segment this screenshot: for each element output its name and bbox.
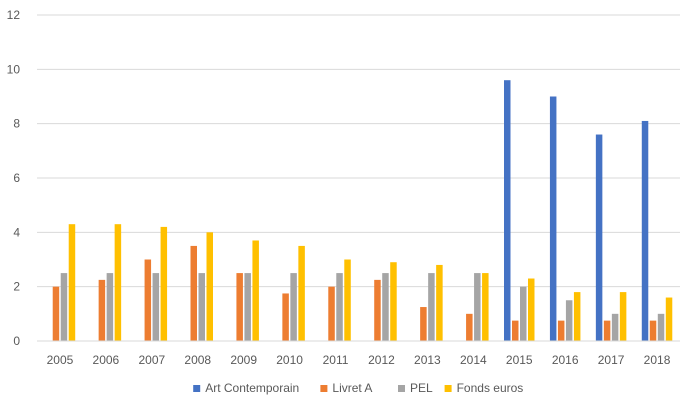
bar-livret-a: [466, 313, 473, 341]
gridlines: [37, 14, 680, 288]
bar-art-contemporain: [504, 80, 511, 341]
bar-fonds-euros: [528, 278, 535, 341]
bar-livret-a: [190, 245, 197, 341]
x-tick-label: 2018: [644, 353, 671, 367]
bar-livret-a: [98, 279, 106, 341]
legend-label: Fonds euros: [457, 381, 524, 395]
bar-art-contemporain: [595, 134, 603, 341]
bar-fonds-euros: [252, 240, 259, 341]
bars: [52, 80, 673, 341]
legend-swatch: [193, 385, 201, 392]
y-tick-label: 12: [7, 8, 21, 22]
x-tick-label: 2013: [414, 353, 441, 367]
bar-pel: [382, 273, 389, 341]
bar-fonds-euros: [160, 226, 168, 341]
bar-livret-a: [557, 320, 565, 341]
bar-fonds-euros: [436, 264, 443, 341]
bar-pel: [428, 273, 435, 341]
bar-fonds-euros: [390, 262, 397, 341]
x-tick-label: 2017: [598, 353, 625, 367]
bar-livret-a: [328, 286, 335, 341]
bar-fonds-euros: [573, 292, 581, 341]
x-tick-label: 2008: [184, 353, 211, 367]
bar-livret-a: [603, 320, 611, 341]
y-tick-label: 6: [13, 171, 20, 185]
y-tick-label: 0: [13, 334, 20, 348]
bar-pel: [336, 273, 343, 341]
bar-fonds-euros: [619, 292, 627, 341]
bar-pel: [611, 313, 619, 341]
bar-art-contemporain: [549, 96, 557, 341]
legend-swatch: [320, 385, 328, 392]
y-tick-label: 10: [7, 62, 21, 76]
x-tick-label: 2005: [47, 353, 74, 367]
bar-pel: [106, 273, 114, 341]
bar-pel: [520, 286, 527, 341]
y-tick-label: 2: [13, 280, 20, 294]
bar-livret-a: [282, 293, 289, 341]
x-tick-label: 2006: [93, 353, 120, 367]
x-tick-label: 2016: [552, 353, 579, 367]
bar-fonds-euros: [482, 273, 489, 341]
legend-swatch: [398, 385, 405, 392]
legend: Art Contemporain Livret A PEL Fonds euros: [193, 381, 523, 395]
axes: 0 2 4 6 8 10 12 2005 2006 2007 2008 2009 2010 2011 201…: [7, 8, 680, 367]
bar-pel: [152, 273, 160, 341]
y-tick-label: 8: [13, 117, 20, 131]
bar-livret-a: [512, 320, 519, 341]
bar-pel: [244, 273, 251, 341]
bar-livret-a: [420, 307, 427, 341]
bar-pel: [657, 313, 665, 341]
bar-pel: [60, 273, 68, 341]
bar-fonds-euros: [206, 232, 213, 341]
y-tick-label: 4: [13, 225, 20, 239]
bar-livret-a: [649, 320, 657, 341]
bar-art-contemporain: [641, 120, 649, 341]
x-tick-label: 2011: [323, 353, 349, 367]
bar-pel: [290, 273, 297, 341]
x-tick-label: 2012: [368, 353, 395, 367]
bar-pel: [565, 300, 573, 341]
legend-label: Art Contemporain: [205, 381, 299, 395]
bar-pel: [474, 273, 481, 341]
bar-livret-a: [236, 273, 243, 341]
bar-livret-a: [374, 279, 381, 341]
x-tick-label: 2009: [230, 353, 257, 367]
x-tick-label: 2010: [276, 353, 303, 367]
x-tick-label: 2007: [138, 353, 165, 367]
bar-fonds-euros: [665, 297, 673, 341]
legend-label: Livret A: [332, 381, 372, 395]
bar-livret-a: [144, 259, 152, 341]
x-tick-label: 2014: [460, 353, 487, 367]
bar-livret-a: [52, 286, 60, 341]
x-tick-label: 2015: [506, 353, 533, 367]
bar-fonds-euros: [114, 224, 122, 341]
bar-fonds-euros: [344, 259, 351, 341]
bar-fonds-euros: [298, 245, 305, 341]
bar-pel: [198, 273, 205, 341]
legend-label: PEL: [410, 381, 433, 395]
legend-swatch: [444, 385, 452, 392]
bar-fonds-euros: [68, 224, 76, 341]
